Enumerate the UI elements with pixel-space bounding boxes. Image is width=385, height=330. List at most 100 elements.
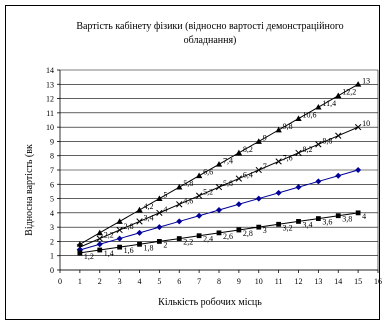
point-cross-13 [335, 132, 342, 139]
y-tick-label-4: 4 [50, 209, 54, 218]
point-triangle-13 [335, 92, 342, 99]
point-diamond-10 [275, 189, 282, 196]
point-cross-5-stroke-b [176, 201, 183, 208]
point-triangle-7 [215, 161, 223, 167]
data-label-cross-11: 8,8 [322, 136, 332, 145]
point-square-5 [176, 236, 182, 241]
x-axis-label: Кількість робочих місць [158, 297, 262, 308]
y-tick-label-1: 1 [50, 252, 54, 261]
point-triangle-4 [156, 195, 163, 201]
point-square-8 [236, 227, 242, 233]
x-tick-label-15: 15 [354, 277, 362, 286]
y-tick-label-10: 10 [46, 123, 54, 132]
point-cross-9 [255, 166, 262, 174]
point-square-13 [335, 213, 341, 219]
x-tick-label-12: 12 [295, 277, 303, 286]
data-label-square-12: 3,6 [322, 218, 332, 227]
point-cross-2 [116, 226, 123, 234]
x-tick-label-6: 6 [177, 277, 181, 286]
x-tick-label-3: 3 [118, 277, 122, 286]
point-cross-7 [215, 183, 223, 191]
data-label-cross-4: 4,6 [183, 196, 193, 205]
x-tick-label-14: 14 [334, 277, 342, 286]
x-tick-label-7: 7 [197, 277, 201, 286]
point-triangle-6 [195, 172, 203, 179]
y-tick-label-11: 11 [46, 109, 54, 118]
point-diamond-6 [196, 212, 203, 219]
data-label-square-11: 3,4 [303, 220, 313, 229]
y-tick-label-13: 13 [46, 80, 54, 89]
point-cross-4 [156, 209, 163, 217]
data-label-cross-9: 7,6 [283, 153, 293, 162]
data-label-square-7: 2,6 [223, 232, 233, 241]
data-label-square-10: 3,2 [283, 223, 293, 232]
point-cross-3-stroke-b [136, 218, 143, 225]
point-cross-8 [235, 175, 243, 182]
point-diamond-11 [295, 184, 302, 191]
data-label-cross-12: 10 [362, 119, 370, 128]
point-cross-5 [176, 201, 183, 208]
point-cross-1 [96, 235, 103, 242]
x-tick-label-2: 2 [98, 277, 102, 286]
y-tick-label-5: 5 [50, 195, 54, 204]
data-label-square-8: 2,8 [243, 229, 253, 238]
point-triangle-3 [136, 206, 143, 213]
x-tick-label-5: 5 [157, 277, 161, 286]
point-cross-14-stroke-b [354, 123, 362, 131]
point-triangle-9 [255, 138, 262, 144]
point-cross-8-stroke-b [235, 175, 243, 182]
point-cross-14 [354, 123, 362, 131]
data-label-cross-0: 2,2 [104, 231, 114, 240]
x-tick-label-4: 4 [138, 277, 142, 286]
data-label-square-9: 3 [263, 226, 267, 235]
point-square-4 [156, 239, 162, 244]
data-label-cross-2: 3,4 [144, 213, 154, 222]
data-label-square-0: 1,2 [84, 252, 94, 261]
point-cross-10 [275, 158, 282, 165]
point-cross-9-stroke-b [255, 166, 262, 174]
chart-border [5, 5, 380, 320]
point-diamond-12 [315, 178, 322, 185]
data-label-cross-8: 7 [263, 162, 267, 171]
x-tick-label-9: 9 [237, 277, 241, 286]
point-cross-6-stroke-b [195, 192, 203, 199]
data-label-triangle-0: 4,2 [144, 202, 154, 211]
point-diamond-7 [216, 207, 222, 213]
point-cross-3 [136, 218, 143, 225]
y-tick-label-8: 8 [50, 152, 54, 161]
y-axis-label: Відносна вартість (вк [24, 144, 35, 236]
data-label-triangle-10: 12,2 [342, 88, 356, 97]
point-square-7 [216, 230, 222, 236]
point-cross-1-stroke-b [96, 235, 103, 242]
point-triangle-10 [275, 126, 282, 133]
data-label-cross-7: 6,4 [243, 171, 253, 180]
point-triangle-2 [116, 218, 123, 224]
data-label-square-4: 2 [163, 240, 167, 249]
point-diamond-3 [136, 229, 143, 236]
point-square-1 [97, 247, 103, 253]
point-triangle-14 [354, 81, 362, 87]
data-label-square-5: 2,2 [183, 238, 193, 247]
point-diamond-5 [176, 218, 183, 225]
data-label-triangle-5: 8,2 [243, 145, 253, 154]
point-triangle-12 [315, 103, 322, 110]
x-tick-label-16: 16 [374, 277, 382, 286]
y-tick-label-12: 12 [46, 95, 54, 104]
point-cross-11-stroke-b [295, 149, 302, 157]
x-tick-label-11: 11 [275, 277, 283, 286]
point-square-12 [315, 216, 321, 221]
point-square-6 [196, 233, 202, 239]
point-cross-7-stroke-b [215, 183, 223, 191]
y-tick-label-9: 9 [50, 137, 54, 146]
data-label-square-13: 3,8 [342, 215, 352, 224]
point-square-9 [256, 224, 262, 230]
point-diamond-4 [156, 224, 163, 231]
point-diamond-14 [355, 167, 362, 173]
data-label-square-3: 1,8 [144, 243, 154, 252]
point-cross-6 [195, 192, 203, 199]
point-cross-12-stroke-b [315, 141, 322, 148]
data-label-square-6: 2,4 [203, 235, 213, 244]
